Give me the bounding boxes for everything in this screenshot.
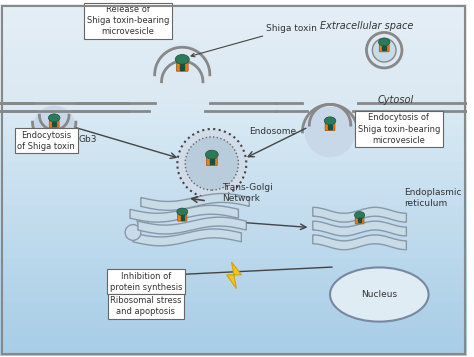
Bar: [0, 268, 467, 276]
Polygon shape: [130, 205, 238, 222]
Text: Release of
Shiga toxin-bearing
microvesicle: Release of Shiga toxin-bearing microvesi…: [87, 5, 169, 36]
Bar: [0, 154, 467, 162]
Bar: [0, 74, 467, 83]
Text: Endocytosis
of Shiga toxin: Endocytosis of Shiga toxin: [18, 131, 75, 151]
Bar: [0, 294, 467, 303]
Circle shape: [34, 106, 75, 148]
Bar: [0, 206, 467, 215]
Circle shape: [366, 32, 402, 68]
Bar: [0, 65, 467, 74]
Circle shape: [137, 214, 149, 226]
Polygon shape: [313, 221, 406, 236]
Bar: [0, 188, 467, 197]
Text: Inhibition of
protein synthesis: Inhibition of protein synthesis: [109, 272, 182, 292]
FancyBboxPatch shape: [325, 124, 335, 131]
Ellipse shape: [330, 267, 428, 322]
Bar: [383, 46, 386, 50]
Bar: [0, 276, 467, 285]
Circle shape: [177, 129, 246, 198]
Bar: [0, 321, 467, 329]
Bar: [0, 162, 467, 171]
Bar: [0, 338, 467, 347]
Ellipse shape: [355, 212, 365, 219]
Bar: [0, 127, 467, 136]
Text: Nucleus: Nucleus: [361, 290, 397, 299]
Circle shape: [125, 225, 141, 240]
Ellipse shape: [205, 150, 218, 159]
Bar: [0, 13, 467, 21]
Text: Cytosol: Cytosol: [377, 95, 414, 105]
Bar: [181, 215, 184, 220]
Polygon shape: [141, 193, 249, 210]
Text: Extracellular space: Extracellular space: [320, 21, 414, 31]
Bar: [0, 101, 467, 109]
FancyBboxPatch shape: [176, 63, 188, 71]
Bar: [0, 57, 467, 65]
Text: Trans-Golgi
Network: Trans-Golgi Network: [222, 183, 273, 203]
Bar: [0, 136, 467, 145]
Text: Shiga toxin: Shiga toxin: [191, 24, 317, 57]
Bar: [0, 224, 467, 232]
Bar: [0, 30, 467, 39]
Bar: [0, 197, 467, 206]
Bar: [358, 218, 361, 222]
FancyBboxPatch shape: [49, 121, 59, 128]
Bar: [0, 250, 467, 259]
Bar: [0, 347, 467, 356]
Bar: [0, 3, 467, 104]
Text: Ribosomal stress
and apoptosis: Ribosomal stress and apoptosis: [110, 296, 182, 316]
Bar: [0, 48, 467, 57]
Bar: [328, 125, 332, 129]
Text: Endoplasmic
reticulum: Endoplasmic reticulum: [404, 188, 461, 208]
Ellipse shape: [175, 55, 189, 64]
Bar: [0, 303, 467, 312]
Bar: [0, 215, 467, 224]
FancyBboxPatch shape: [178, 214, 187, 221]
Ellipse shape: [48, 114, 60, 122]
Polygon shape: [313, 235, 406, 250]
Bar: [0, 312, 467, 321]
Polygon shape: [133, 229, 241, 246]
Bar: [0, 4, 467, 13]
Circle shape: [155, 43, 209, 96]
Text: Endosome: Endosome: [249, 127, 296, 136]
Text: Endocytosis of
Shiga toxin-bearing
microvesicle: Endocytosis of Shiga toxin-bearing micro…: [358, 114, 440, 145]
Polygon shape: [313, 207, 406, 222]
Bar: [0, 241, 467, 250]
Polygon shape: [227, 262, 241, 288]
Bar: [0, 285, 467, 294]
Bar: [0, 92, 467, 101]
Bar: [0, 171, 467, 180]
Bar: [0, 232, 467, 241]
Ellipse shape: [177, 208, 188, 216]
Bar: [0, 21, 467, 30]
Bar: [180, 64, 184, 70]
Bar: [0, 145, 467, 154]
FancyBboxPatch shape: [206, 157, 217, 166]
Bar: [0, 259, 467, 268]
FancyBboxPatch shape: [379, 45, 389, 52]
Bar: [0, 39, 467, 48]
Polygon shape: [138, 217, 246, 234]
Circle shape: [305, 107, 355, 157]
Ellipse shape: [378, 38, 390, 46]
Ellipse shape: [324, 117, 336, 125]
Bar: [0, 180, 467, 188]
Bar: [0, 329, 467, 338]
Text: Gb3: Gb3: [79, 135, 97, 144]
Bar: [0, 109, 467, 118]
Bar: [210, 159, 214, 164]
Bar: [0, 83, 467, 92]
Circle shape: [185, 137, 238, 190]
FancyBboxPatch shape: [355, 217, 364, 224]
Bar: [53, 122, 56, 126]
Circle shape: [373, 39, 396, 62]
Bar: [0, 118, 467, 127]
